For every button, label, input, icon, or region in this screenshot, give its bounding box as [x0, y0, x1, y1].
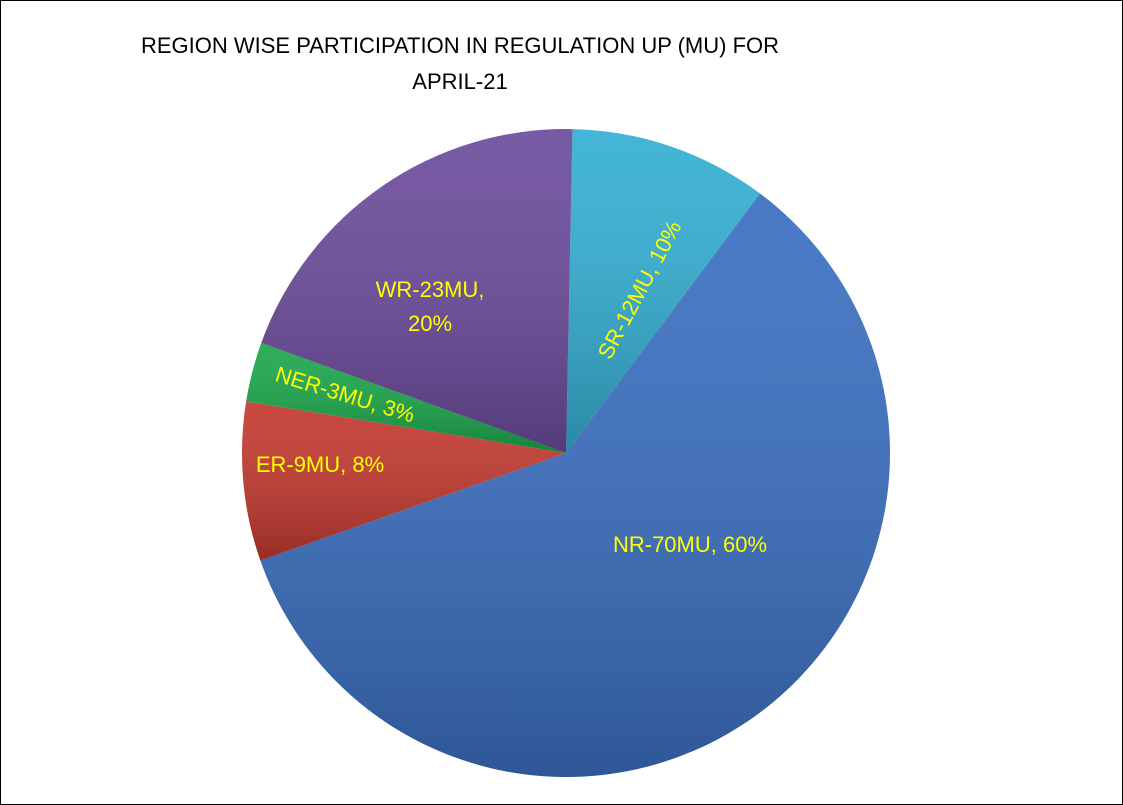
- data-label: ER-9MU, 8%: [255, 452, 385, 477]
- data-label: NR-70MU, 60%: [612, 532, 768, 557]
- chart-title: REGION WISE PARTICIPATION IN REGULATION …: [140, 33, 780, 94]
- data-label: WR-23MU, 20%: [375, 277, 485, 336]
